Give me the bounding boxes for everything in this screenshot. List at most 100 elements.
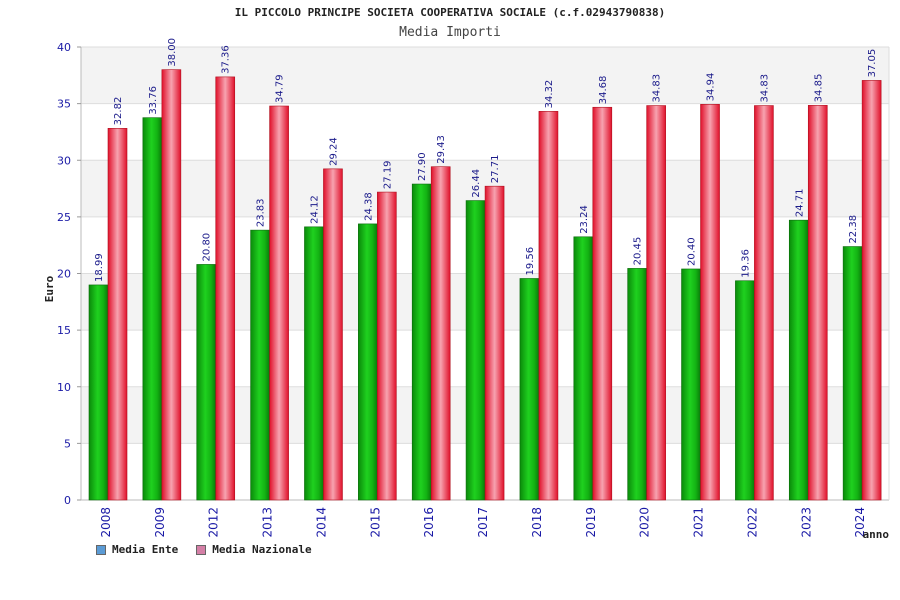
data-label-media-nazionale-2021: 34.94 <box>706 73 717 102</box>
data-label-media-ente-2019: 23.24 <box>579 205 590 234</box>
bar-media-ente-2018 <box>519 278 540 501</box>
bar-media-nazionale-2009 <box>161 69 182 501</box>
y-axis-label: Euro <box>43 275 56 302</box>
x-tick-label: 2024 <box>853 507 867 538</box>
x-axis-label: anno <box>863 528 890 541</box>
y-tick-label: 30 <box>57 154 71 167</box>
data-label-media-nazionale-2022: 34.83 <box>759 74 770 103</box>
data-label-media-ente-2016: 27.90 <box>417 152 428 181</box>
bar-media-ente-2016 <box>411 183 432 501</box>
x-tick-label: 2022 <box>745 507 759 538</box>
data-label-media-nazionale-2008: 32.82 <box>113 97 124 126</box>
x-tick-label: 2019 <box>584 507 598 538</box>
chart-subtitle: Media Importi <box>399 25 501 40</box>
bars <box>88 69 882 501</box>
bar-media-nazionale-2014 <box>323 168 343 501</box>
data-labels: 18.99 32.82 33.76 38.00 20.80 37.36 23.83 34.79… <box>94 38 878 282</box>
legend: Media Ente Media Nazionale <box>96 543 312 556</box>
bar-media-nazionale-2020 <box>646 105 666 501</box>
y-tick-label: 20 <box>57 268 71 281</box>
legend-swatch-media-nazionale <box>196 544 207 555</box>
x-tick-label: 2009 <box>153 507 167 538</box>
bar-media-ente-2020 <box>627 268 647 501</box>
y-tick-label: 15 <box>57 324 71 337</box>
bar-media-nazionale-2008 <box>107 128 128 501</box>
data-label-media-nazionale-2019: 34.68 <box>598 76 609 105</box>
data-label-media-ente-2020: 20.45 <box>633 237 644 266</box>
bar-media-ente-2009 <box>142 117 163 501</box>
data-label-media-nazionale-2020: 34.83 <box>652 74 663 103</box>
data-label-media-ente-2015: 24.38 <box>363 192 374 221</box>
y-tick-label: 40 <box>57 41 71 54</box>
y-axis-ticks: 0 5 10 15 20 25 30 35 40 <box>57 41 81 507</box>
chart-title: IL PICCOLO PRINCIPE SOCIETA COOPERATIVA … <box>234 6 666 19</box>
x-axis-ticks: 2008 2009 2012 2013 2014 2015 2016 2017 2018 2019… <box>99 507 867 538</box>
bar-media-ente-2021 <box>681 268 701 501</box>
x-tick-label: 2018 <box>530 507 544 538</box>
x-tick-label: 2023 <box>799 507 813 538</box>
bar-media-nazionale-2018 <box>538 111 559 501</box>
data-label-media-ente-2013: 23.83 <box>256 198 267 227</box>
bar-media-ente-2014 <box>304 226 324 501</box>
bar-media-ente-2013 <box>250 229 270 501</box>
y-tick-label: 5 <box>64 437 71 450</box>
y-tick-label: 25 <box>57 211 71 224</box>
bar-media-nazionale-2017 <box>484 185 505 501</box>
legend-label-media-nazionale: Media Nazionale <box>212 543 312 556</box>
bar-media-ente-2017 <box>465 200 486 501</box>
data-label-media-nazionale-2009: 38.00 <box>167 38 178 67</box>
x-tick-label: 2014 <box>314 507 328 538</box>
x-tick-label: 2016 <box>422 507 436 538</box>
data-label-media-ente-2014: 24.12 <box>309 195 320 224</box>
bar-media-ente-2024 <box>842 246 863 501</box>
bar-media-nazionale-2024 <box>861 80 882 501</box>
bar-media-nazionale-2021 <box>700 104 720 501</box>
bar-media-ente-2022 <box>735 280 755 501</box>
bar-media-ente-2012 <box>196 264 217 501</box>
bar-media-ente-2019 <box>573 236 594 501</box>
bar-media-ente-2008 <box>88 284 109 501</box>
y-tick-label: 35 <box>57 98 71 111</box>
bar-media-nazionale-2015 <box>377 191 397 501</box>
bar-media-nazionale-2013 <box>269 105 289 501</box>
bar-media-nazionale-2012 <box>215 76 236 501</box>
data-label-media-ente-2009: 33.76 <box>148 86 159 115</box>
data-label-media-nazionale-2024: 37.05 <box>867 49 878 78</box>
legend-swatch-media-ente <box>96 544 106 555</box>
data-label-media-ente-2023: 24.71 <box>794 189 805 218</box>
x-tick-label: 2012 <box>207 507 221 538</box>
data-label-media-ente-2024: 22.38 <box>848 215 859 244</box>
x-tick-label: 2021 <box>692 507 706 538</box>
data-label-media-nazionale-2023: 34.85 <box>813 74 824 103</box>
legend-item-media-ente: Media Ente <box>96 543 178 556</box>
data-label-media-nazionale-2018: 34.32 <box>544 80 555 109</box>
bar-media-nazionale-2023 <box>807 105 828 501</box>
bar-media-nazionale-2019 <box>592 106 613 501</box>
x-tick-label: 2008 <box>99 507 113 538</box>
data-label-media-ente-2008: 18.99 <box>94 253 105 282</box>
x-tick-label: 2020 <box>638 507 652 538</box>
bar-media-ente-2023 <box>788 219 809 501</box>
legend-label-media-ente: Media Ente <box>112 543 179 556</box>
data-label-media-nazionale-2016: 29.43 <box>436 135 447 164</box>
x-tick-label: 2013 <box>261 507 275 538</box>
y-tick-label: 0 <box>64 494 71 507</box>
bar-media-ente-2015 <box>358 223 378 501</box>
bar-media-nazionale-2016 <box>430 166 451 501</box>
data-label-media-ente-2012: 20.80 <box>202 233 213 262</box>
legend-item-media-nazionale: Media Nazionale <box>196 543 312 556</box>
data-label-media-nazionale-2012: 37.36 <box>221 45 232 74</box>
data-label-media-nazionale-2015: 27.19 <box>382 160 393 189</box>
data-label-media-ente-2022: 19.36 <box>740 249 751 278</box>
data-label-media-nazionale-2014: 29.24 <box>328 137 339 166</box>
x-tick-label: 2017 <box>476 507 490 538</box>
data-label-media-ente-2017: 26.44 <box>471 169 482 198</box>
data-label-media-nazionale-2017: 27.71 <box>490 155 501 184</box>
data-label-media-nazionale-2013: 34.79 <box>275 74 286 103</box>
bar-media-nazionale-2022 <box>754 105 774 501</box>
data-label-media-ente-2018: 19.56 <box>525 247 536 276</box>
data-label-media-ente-2021: 20.40 <box>687 237 698 266</box>
x-tick-label: 2015 <box>368 507 382 538</box>
y-tick-label: 10 <box>57 381 71 394</box>
